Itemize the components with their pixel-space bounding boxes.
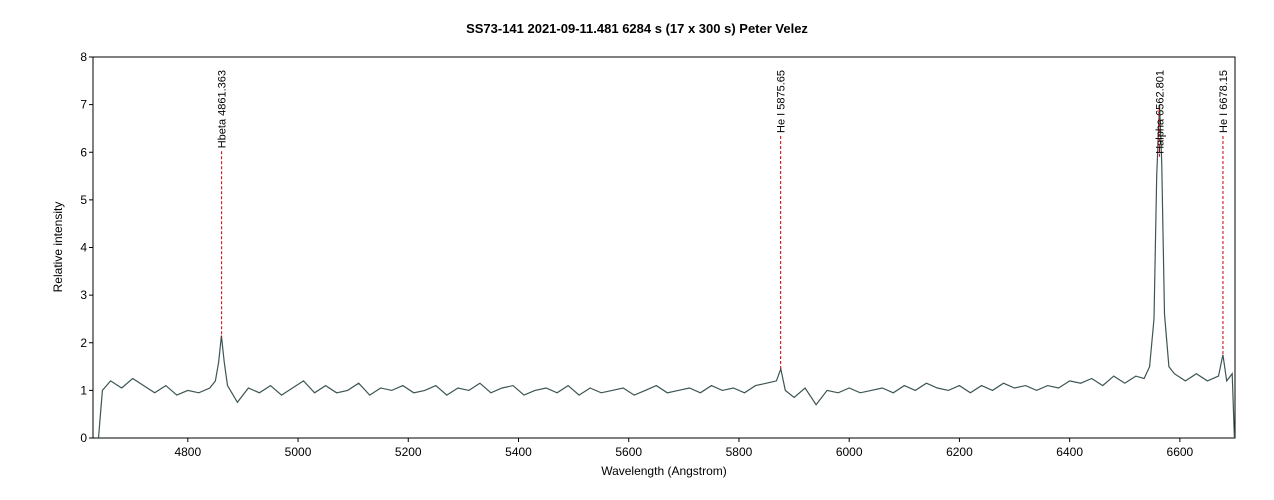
x-tick-label: 6000 xyxy=(836,445,863,459)
y-tick-label: 6 xyxy=(80,145,87,159)
spectrum-line xyxy=(97,104,1235,439)
x-tick-label: 4800 xyxy=(174,445,201,459)
y-tick-label: 1 xyxy=(80,383,87,397)
x-axis-label: Wavelength (Angstrom) xyxy=(601,464,727,478)
x-tick-label: 5600 xyxy=(615,445,642,459)
y-axis-label: Relative intensity xyxy=(51,202,65,293)
annotation-label: Halpha 6562.801 xyxy=(1154,70,1166,154)
annotation-label: He I 6678.15 xyxy=(1218,70,1230,133)
y-tick-label: 2 xyxy=(80,336,87,350)
y-tick-label: 0 xyxy=(80,431,87,445)
plot-frame xyxy=(92,56,1236,439)
x-tick-label: 5200 xyxy=(395,445,422,459)
y-tick-label: 8 xyxy=(80,50,87,64)
annotation-label: He I 5875.65 xyxy=(776,70,788,133)
chart-title: SS73-141 2021-09-11.481 6284 s (17 x 300… xyxy=(466,21,808,36)
x-tick-label: 6600 xyxy=(1167,445,1194,459)
y-tick-label: 5 xyxy=(80,193,87,207)
x-tick-label: 5800 xyxy=(726,445,753,459)
annotation-label: Hbeta 4861.363 xyxy=(217,70,229,148)
y-tick-label: 7 xyxy=(80,98,87,112)
x-tick-label: 6400 xyxy=(1056,445,1083,459)
x-tick-label: 6200 xyxy=(946,445,973,459)
y-tick-label: 4 xyxy=(80,241,87,255)
x-tick-label: 5000 xyxy=(285,445,312,459)
x-tick-label: 5400 xyxy=(505,445,532,459)
y-tick-label: 3 xyxy=(80,288,87,302)
